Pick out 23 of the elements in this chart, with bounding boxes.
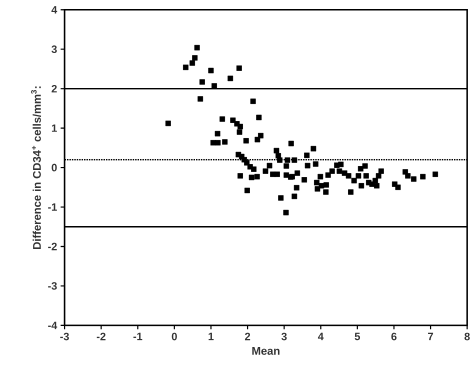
x-tick-label: -1 [133, 332, 142, 340]
x-tick-label: 6 [391, 332, 397, 340]
x-tick-label: 8 [464, 332, 470, 340]
x-tick-label: -2 [96, 332, 106, 340]
x-tick-label: 1 [208, 332, 214, 340]
y-tick-label: 3 [52, 45, 57, 53]
y-tick-label: -2 [48, 242, 57, 250]
x-tick-label: 4 [318, 332, 324, 340]
y-tick-label: -3 [48, 282, 57, 290]
x-tick-label: -3 [60, 332, 69, 340]
x-tick-label: 3 [281, 332, 287, 340]
y-tick-label: -4 [48, 322, 58, 329]
y-tick-label: 2 [52, 84, 57, 92]
x-tick-label: 7 [428, 332, 434, 340]
x-tick-label: 0 [172, 332, 177, 340]
y-tick-label: 0 [52, 164, 57, 172]
x-tick-label: 2 [244, 332, 250, 340]
y-tick-label: 1 [52, 124, 57, 132]
y-axis-title: Difference in CD34$^{+}$ cells/mm$^{3}$: [31, 86, 42, 249]
y-tick-label: 4 [51, 6, 58, 14]
x-axis-title: Mean [252, 346, 280, 355]
y-tick-label: -1 [48, 203, 57, 211]
x-tick-label: 5 [354, 332, 360, 340]
